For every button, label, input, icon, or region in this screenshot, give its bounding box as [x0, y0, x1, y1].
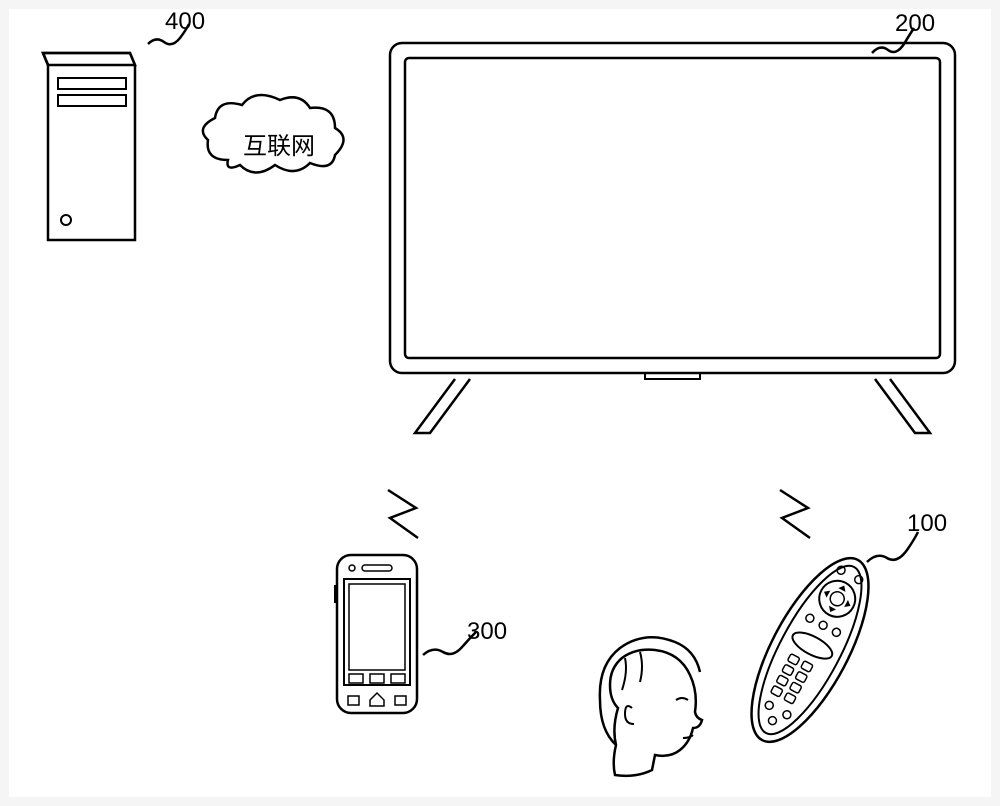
- server-icon: [43, 24, 189, 240]
- diagram-svg: [0, 0, 1000, 806]
- wireless-signal-remote: [780, 490, 810, 538]
- remote-label: 100: [907, 510, 947, 538]
- phone-icon: [334, 555, 476, 713]
- remote-icon: [729, 532, 918, 758]
- person-icon: [600, 637, 702, 776]
- phone-label: 300: [467, 618, 507, 646]
- tv-label: 200: [895, 10, 935, 38]
- wireless-signal-phone: [388, 490, 418, 538]
- cloud-label: 互联网: [243, 126, 315, 161]
- tv-icon: [390, 28, 955, 433]
- server-label: 400: [165, 8, 205, 36]
